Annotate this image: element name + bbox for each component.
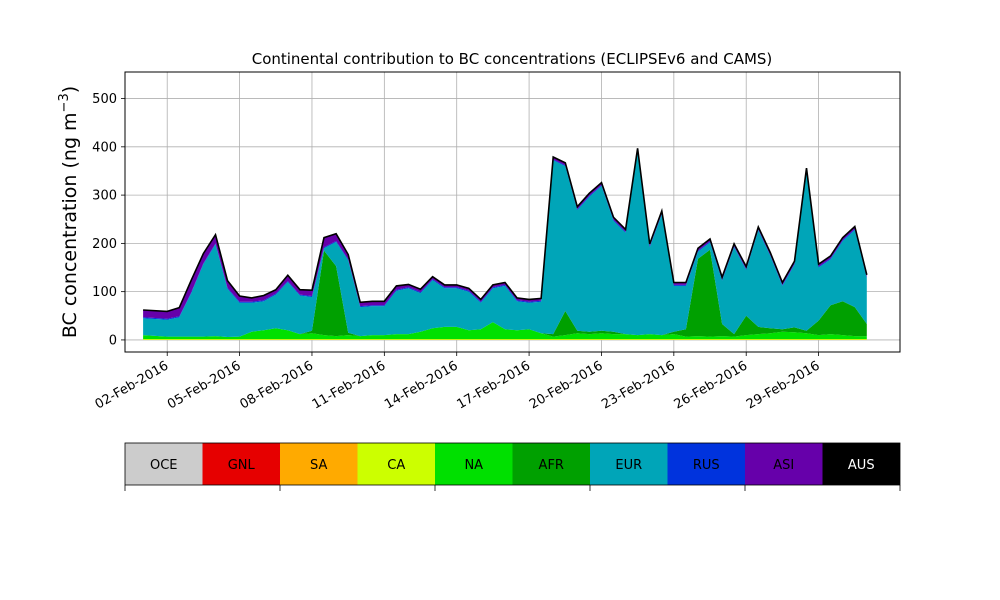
legend-label-aus: AUS xyxy=(848,458,875,473)
y-tick-label-0: 0 xyxy=(109,333,117,348)
legend-swatch-afr xyxy=(512,443,590,485)
y-axis-label: BC concentration (ng m−3) xyxy=(57,86,81,338)
legend-swatch-rus xyxy=(667,443,745,485)
legend-label-afr: AFR xyxy=(539,458,564,473)
y-tick-label-4: 400 xyxy=(92,140,117,155)
stacked-areas xyxy=(143,148,867,340)
legend-swatch-na xyxy=(435,443,513,485)
legend-label-asi: ASI xyxy=(773,458,794,473)
grid-lines xyxy=(125,72,900,352)
area-na xyxy=(143,322,867,339)
chart-title: Continental contribution to BC concentra… xyxy=(252,50,773,68)
legend-label-gnl: GNL xyxy=(228,458,256,473)
y-axis-ticks: 0 100 200 300 400 500 xyxy=(92,92,125,348)
area-asi xyxy=(143,148,867,319)
legend-frame xyxy=(124,442,901,486)
area-ca xyxy=(143,339,867,340)
legend-label-eur: EUR xyxy=(615,458,642,473)
plot-frame xyxy=(124,71,901,353)
area-eur xyxy=(143,151,867,337)
legend-label-na: NA xyxy=(464,458,483,473)
legend-label-sa: SA xyxy=(310,458,327,473)
legend-swatch-oce xyxy=(125,443,203,485)
y-tick-label-1: 100 xyxy=(92,285,117,300)
total-line xyxy=(143,148,868,313)
y-tick-label-5: 500 xyxy=(92,92,117,107)
legend-label-oce: OCE xyxy=(150,458,178,473)
area-rus xyxy=(143,150,867,320)
legend-label-ca: CA xyxy=(387,458,405,473)
legend-swatch-ca xyxy=(357,443,435,485)
legend-label-rus: RUS xyxy=(693,458,720,473)
total-outline xyxy=(143,148,868,313)
y-tick-label-3: 300 xyxy=(92,189,117,204)
legend-swatch-eur xyxy=(590,443,668,485)
y-tick-label-2: 200 xyxy=(92,237,117,252)
legend-swatch-aus xyxy=(822,443,900,485)
legend-swatch-sa xyxy=(280,443,358,485)
legend-swatch-asi xyxy=(745,443,823,485)
legend-swatch-gnl xyxy=(202,443,280,485)
legend-colorbar: OCE GNL SA CA NA AFR EUR RUS ASI AUS xyxy=(124,442,901,491)
area-afr xyxy=(143,249,867,337)
